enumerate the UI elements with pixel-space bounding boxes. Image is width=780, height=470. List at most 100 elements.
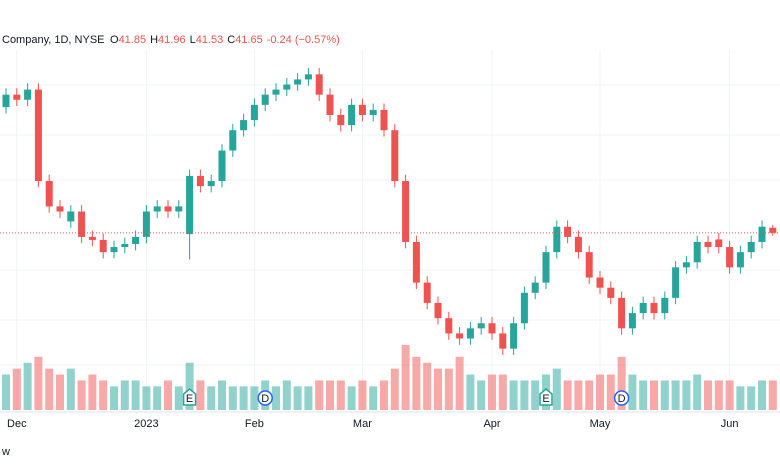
volume-bar (412, 356, 421, 410)
candle-body (175, 206, 183, 212)
x-tick-label: Mar (353, 418, 372, 430)
candle-body (186, 175, 194, 235)
candle-body (466, 328, 474, 339)
candle-body (164, 206, 172, 212)
candle-body (726, 247, 734, 268)
volume-bar (563, 380, 572, 410)
chart-title: Company, 1D, NYSE (2, 34, 105, 46)
candle-body (693, 241, 701, 263)
candle-body (531, 282, 539, 293)
volume-bar (358, 380, 367, 410)
volume-bar (466, 374, 475, 410)
legend-label: L (190, 34, 196, 46)
candle-body (110, 247, 118, 253)
candle-body (132, 236, 140, 245)
x-tick-label: May (590, 418, 611, 430)
volume-bar (531, 380, 540, 410)
candle-body (229, 130, 237, 151)
volume-bar (498, 374, 507, 410)
legend-label: C (227, 34, 235, 46)
candle-body (650, 302, 658, 314)
candle-body (24, 89, 32, 100)
volume-bar (293, 386, 302, 410)
candle-body (672, 267, 680, 298)
volume-bar (509, 380, 518, 410)
candle-body (45, 181, 53, 207)
volume-bar (639, 380, 648, 410)
volume-bar (23, 362, 32, 410)
event-label: D (618, 393, 626, 405)
candle-body (56, 206, 64, 212)
volume-bar (304, 386, 313, 410)
volume-bar (77, 380, 86, 410)
volume-bar (207, 386, 216, 410)
volume-bar (747, 386, 756, 410)
event-badge (182, 388, 197, 406)
volume-bar (660, 380, 669, 410)
x-axis: Dec 2023 Feb Mar Apr May Jun (7, 418, 738, 430)
volume-bar (714, 380, 723, 410)
legend-value: 41.53 (196, 34, 224, 46)
volume-bar (315, 380, 324, 410)
candle-body (218, 150, 226, 182)
volume-bar (725, 380, 734, 410)
candle-body (283, 84, 291, 90)
candle-body (542, 252, 550, 283)
candle-body (553, 226, 561, 253)
volume-bar (380, 380, 388, 410)
candle-body (661, 297, 669, 314)
candle-body (585, 252, 593, 278)
volume-bar (326, 380, 334, 410)
event-badge (539, 388, 553, 406)
volume-bar (218, 380, 226, 410)
volume-bar (88, 374, 97, 410)
candle-body (304, 74, 312, 80)
candles (0, 68, 780, 355)
event-label: D (261, 393, 269, 405)
x-tick-label: Feb (245, 418, 264, 430)
volume-bar (693, 374, 702, 410)
volume-bar (131, 380, 140, 410)
legend-value: 41.85 (119, 34, 147, 46)
candle-body (596, 277, 604, 288)
candle-body (2, 94, 10, 108)
volume-bar (768, 380, 777, 410)
candle-body (358, 104, 366, 115)
candle-body (477, 323, 485, 329)
candle-body (704, 241, 712, 248)
candle-body (380, 109, 388, 131)
volume-bars (2, 345, 777, 410)
volume-bar (650, 380, 658, 410)
legend-change: -0.24 (−0.57%) (267, 34, 340, 46)
volume-bar (574, 380, 583, 410)
candle-body (121, 244, 129, 248)
candle-body (240, 120, 248, 131)
x-grid (16, 50, 731, 412)
volume-bar (120, 380, 129, 410)
candle-body (99, 239, 107, 253)
volume-bar (2, 374, 10, 410)
volume-bar (250, 386, 259, 410)
volume-bar (110, 386, 118, 410)
volume-bar (628, 374, 637, 410)
candle-body (520, 292, 528, 324)
x-tick-label: 2023 (134, 418, 158, 430)
volume-bar (153, 386, 162, 410)
volume-bar (488, 374, 496, 410)
candle-body (434, 302, 442, 319)
volume-bar (142, 386, 151, 410)
x-tick-label: Dec (7, 418, 27, 430)
volume-bar (336, 380, 345, 410)
event-badge (613, 390, 630, 406)
candle-body (250, 104, 258, 121)
x-tick-label: Jun (721, 418, 739, 430)
volume-bar (423, 362, 432, 410)
volume-bar (66, 368, 75, 410)
background-grid (0, 84, 780, 366)
candle-body (628, 313, 636, 329)
legend-value: 41.96 (158, 34, 186, 46)
candle-body (607, 287, 615, 298)
candle-body (402, 181, 410, 242)
candle-body (682, 262, 690, 268)
